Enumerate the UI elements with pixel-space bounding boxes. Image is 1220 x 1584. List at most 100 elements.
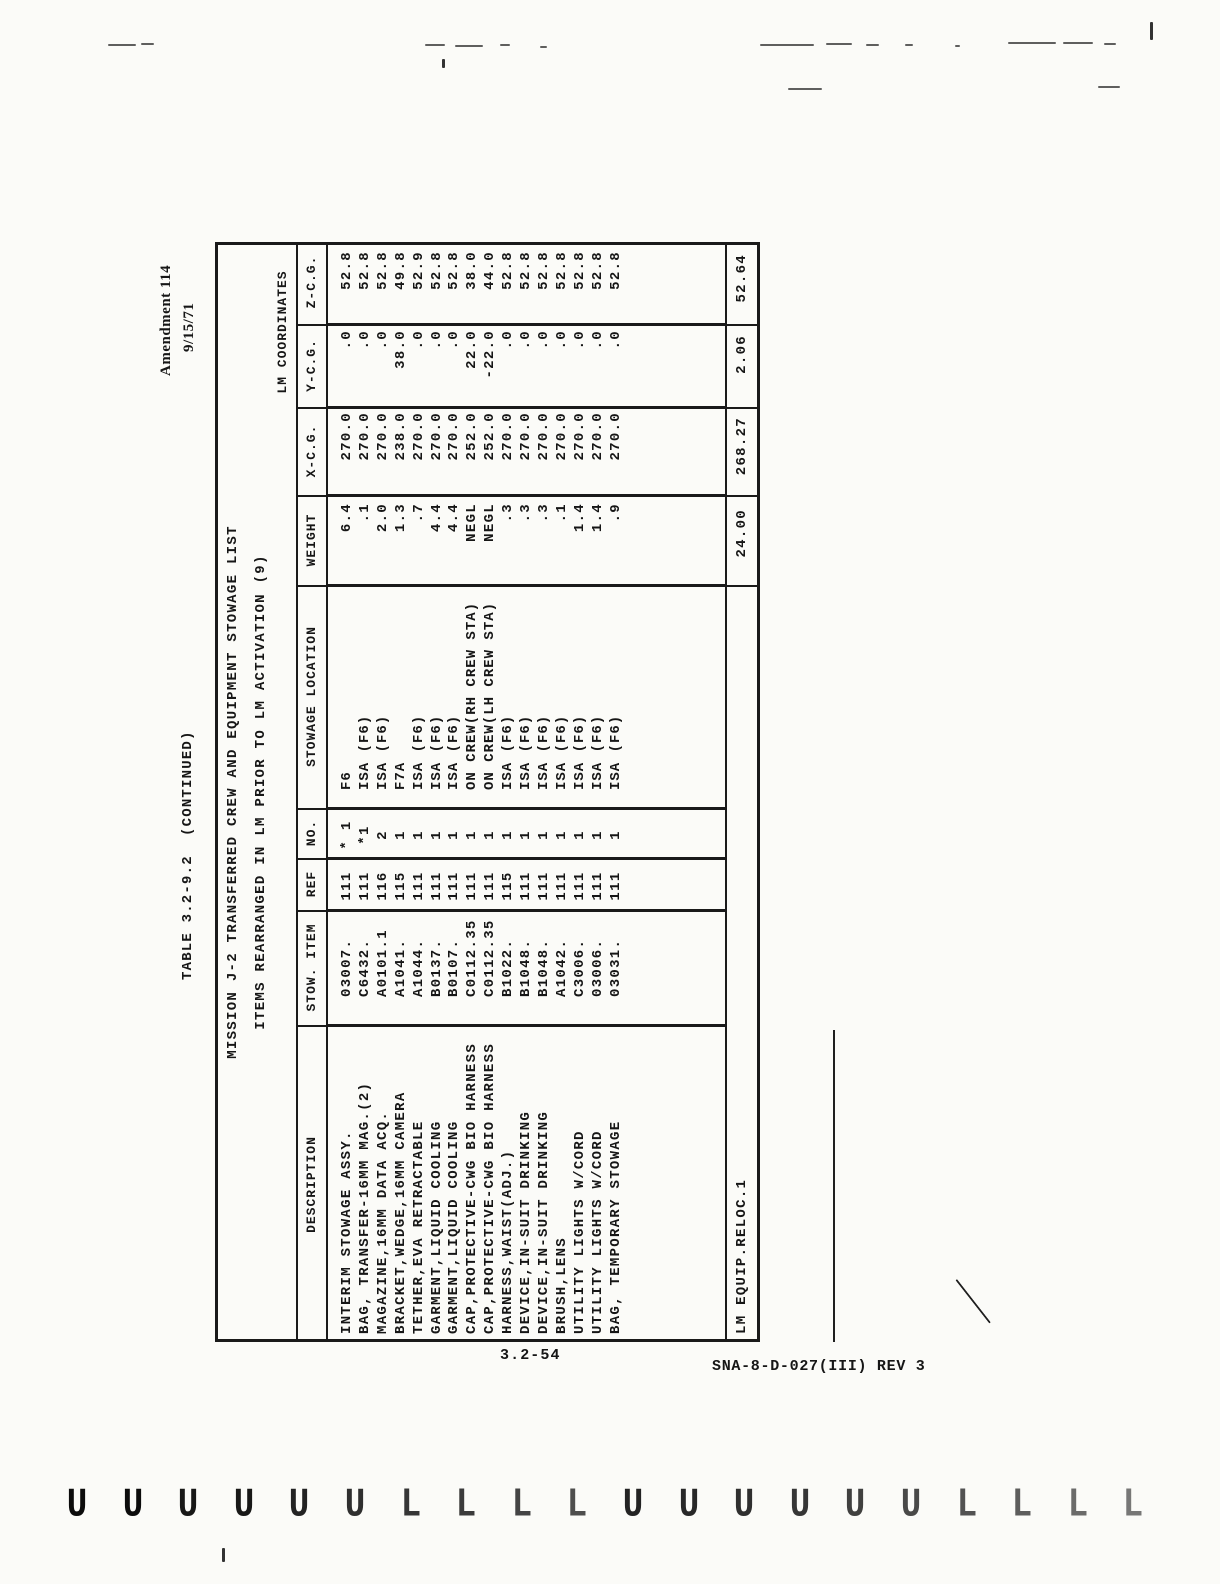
cell-stow_item: B1048. (535, 938, 552, 997)
table-row: BRACKET,WEDGE,16MM CAMERA A1041. 115 1 F7A 1.… (392, 242, 410, 1342)
cell-x_cg: 238.0 (392, 412, 409, 461)
table-row: UTILITY LIGHTS W/CORD 03006. 111 1 ISA (F6) 1… (589, 242, 607, 1342)
cell-weight: NEGL (482, 503, 499, 542)
cell-weight: 4.4 (428, 503, 445, 533)
cell-no: 1 (518, 830, 534, 840)
cell-y_cg: .0 (518, 330, 534, 350)
table-row: UTILITY LIGHTS W/CORD C3006. 111 1 ISA (F6) 1… (571, 242, 589, 1342)
table-row: BAG, TEMPORARY STOWAGE 03031. 111 1 ISA (F6)… (607, 242, 625, 1342)
cell-stow_item: A1044. (410, 938, 427, 997)
cell-x_cg: 270.0 (571, 412, 588, 461)
column-header-stow_item: STOW. ITEM (298, 910, 326, 1027)
cell-description: CAP,PROTECTIVE-CWG BIO HARNESS (464, 1042, 481, 1334)
cell-no: *1 (356, 825, 373, 845)
cell-description: CAP,PROTECTIVE-CWG BIO HARNESS (482, 1042, 499, 1334)
cell-description: UTILITY LIGHTS W/CORD (571, 1130, 588, 1334)
feed-mark: U (900, 1482, 922, 1529)
cell-weight: 4.4 (446, 503, 463, 533)
cell-ref: 111 (410, 871, 427, 901)
cell-stow_item: A1041. (392, 938, 409, 997)
summary-weight: 24.00 (727, 503, 760, 587)
cell-ref: 111 (518, 871, 534, 901)
cell-description: INTERIM STOWAGE ASSY. (339, 1130, 355, 1334)
cell-weight: NEGL (464, 503, 481, 542)
scan-tick (442, 59, 445, 68)
cell-stow_item: B0107. (446, 938, 463, 997)
feed-mark: U (344, 1482, 366, 1529)
table-row: DEVICE,IN-SUIT DRINKING B1048. 111 1 ISA (F6… (535, 242, 553, 1342)
cell-y_cg: .0 (374, 330, 391, 350)
cell-z_cg: 44.0 (482, 251, 499, 290)
stowage-table: MISSION J-2 TRANSFERRED CREW AND EQUIPME… (215, 240, 835, 1342)
cell-ref: 111 (446, 871, 463, 901)
summary-row: LM EQUIP.RELOC.1 24.00 268.27 2.06 52.64 (725, 242, 760, 1342)
cell-ref: 111 (589, 871, 606, 901)
cell-z_cg: 52.8 (589, 251, 606, 290)
cell-x_cg: 270.0 (428, 412, 445, 461)
cell-y_cg: .0 (446, 330, 463, 350)
cell-no: 1 (464, 830, 481, 840)
scan-dash (1098, 86, 1120, 88)
lm-coordinates-header: LM COORDINATES (275, 270, 290, 394)
cell-ref: 111 (535, 871, 552, 901)
feed-mark: U (845, 1482, 866, 1529)
cell-weight: 1.3 (392, 503, 409, 533)
cell-y_cg: .0 (553, 330, 570, 350)
cell-location: ISA (F6) (500, 714, 517, 790)
scan-stray-stroke (955, 1279, 991, 1324)
feed-mark: U (622, 1482, 644, 1529)
cell-ref: 111 (428, 871, 445, 901)
cell-no: 1 (571, 830, 588, 840)
cell-no: 1 (392, 830, 409, 840)
cell-location: F6 (339, 771, 355, 790)
cell-weight: .7 (410, 503, 427, 523)
cell-location: ISA (F6) (535, 714, 552, 790)
feed-mark: U (789, 1482, 811, 1529)
cell-z_cg: 52.8 (428, 251, 445, 290)
cell-no: 2 (374, 830, 391, 840)
cell-weight: .3 (518, 503, 534, 523)
cell-no: 1 (446, 830, 463, 840)
feed-mark: U (233, 1482, 255, 1529)
cell-stow_item: A1042. (553, 938, 570, 997)
cell-ref: 115 (392, 871, 409, 901)
column-header-location: STOWAGE LOCATION (298, 585, 326, 810)
cell-weight: 2.0 (374, 503, 391, 533)
cell-x_cg: 270.0 (410, 412, 427, 461)
cell-location: ISA (F6) (518, 714, 534, 790)
cell-ref: 111 (356, 871, 373, 901)
document-number: SNA-8-D-027(III) REV 3 (712, 1358, 926, 1375)
scan-dash (955, 45, 960, 47)
cell-stow_item: C6432. (356, 938, 373, 997)
cell-y_cg: -22.0 (482, 330, 499, 379)
scan-dash (500, 44, 510, 46)
table-row: GARMENT,LIQUID COOLING B0107. 111 1 ISA (F6)… (445, 242, 463, 1342)
cell-y_cg: .0 (607, 330, 624, 350)
cell-stow_item: 03006. (589, 938, 606, 997)
scan-dash (788, 88, 822, 90)
cell-description: BAG, TRANSFER-16MM MAG.(2) (356, 1081, 373, 1334)
cell-weight: 1.4 (571, 503, 588, 533)
cell-x_cg: 252.0 (482, 412, 499, 461)
cell-z_cg: 38.0 (464, 251, 481, 290)
cell-z_cg: 52.8 (607, 251, 624, 290)
cell-y_cg: 38.0 (392, 330, 409, 369)
cell-description: BRUSH,LENS (553, 1236, 570, 1334)
cell-x_cg: 270.0 (607, 412, 624, 461)
feed-mark: U (122, 1482, 143, 1529)
cell-location: ISA (F6) (607, 714, 624, 790)
cell-weight: .3 (535, 503, 552, 523)
summary-y-cg: 2.06 (727, 330, 760, 409)
cell-no: 1 (500, 830, 517, 840)
table-title-line2: ITEMS REARRANGED IN LM PRIOR TO LM ACTIV… (253, 554, 269, 1030)
cell-description: HARNESS,WAIST(ADJ.) (500, 1149, 517, 1334)
table-row: CAP,PROTECTIVE-CWG BIO HARNESS C0112.35 11… (463, 242, 481, 1342)
amendment-date: 9/15/71 (181, 302, 197, 352)
cell-weight: 6.4 (339, 503, 355, 533)
feed-mark: L (956, 1482, 977, 1529)
page-number: 3.2-54 (500, 1347, 561, 1364)
summary-x-cg: 268.27 (727, 412, 760, 497)
cell-description: UTILITY LIGHTS W/CORD (589, 1130, 606, 1334)
cell-location: ISA (F6) (374, 714, 391, 790)
